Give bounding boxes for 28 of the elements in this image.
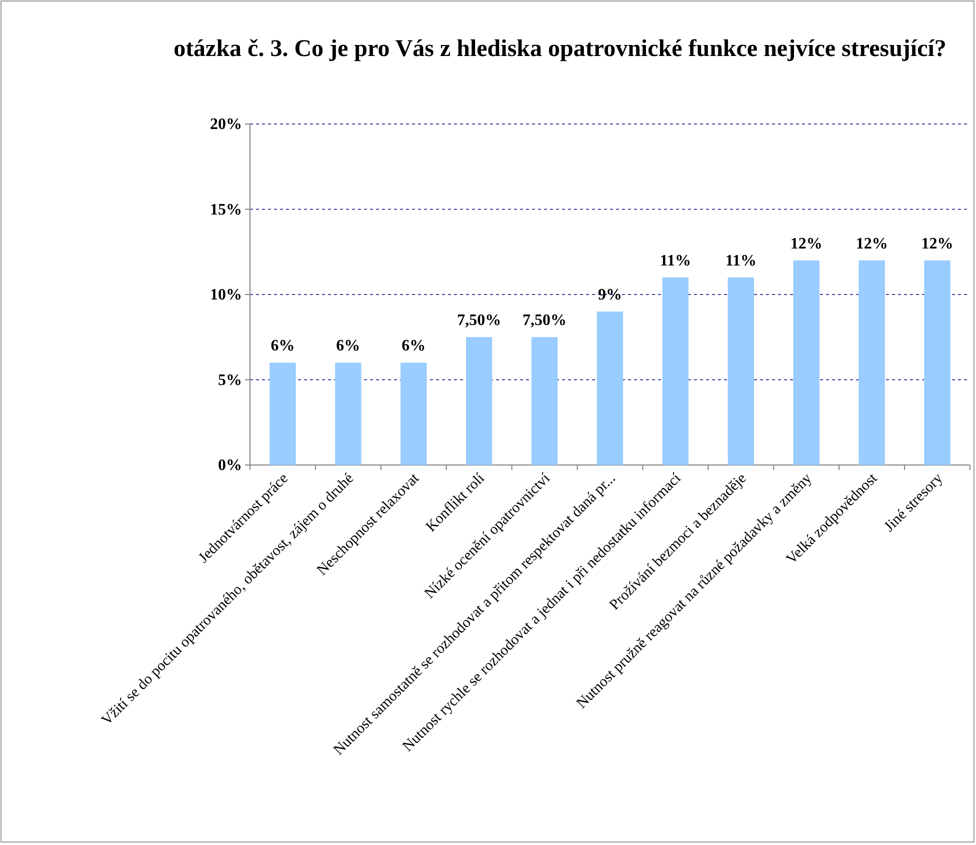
bar (335, 362, 362, 465)
bar (858, 260, 885, 465)
y-tick-label: 20% (210, 116, 242, 134)
bar (531, 337, 558, 465)
data-label: 7,50% (457, 312, 502, 330)
bar (924, 260, 950, 465)
y-tick-label: 0% (218, 457, 242, 474)
data-label: 12% (921, 235, 954, 252)
bar (596, 312, 624, 465)
bar (662, 277, 689, 465)
bar (270, 362, 296, 465)
data-label: 12% (790, 235, 822, 252)
chart-title: otázka č. 3. Co je pro Vás z hlediska opatrovnické funkce nejvíce stresující? (174, 36, 946, 62)
bar (728, 277, 754, 465)
bar (400, 362, 427, 465)
data-label: 6% (270, 338, 295, 355)
data-label: 6% (336, 338, 360, 355)
y-tick-label: 10% (210, 286, 242, 304)
data-label: 12% (856, 235, 888, 252)
data-label: 11% (660, 252, 692, 270)
bar (793, 260, 820, 465)
data-label: 6% (402, 338, 426, 355)
y-tick-label: 5% (218, 372, 242, 389)
bar (466, 337, 492, 465)
y-tick-label: 15% (210, 201, 242, 218)
data-label: 7,50% (522, 312, 567, 330)
data-label: 11% (725, 252, 756, 270)
data-label: 9% (598, 286, 622, 304)
